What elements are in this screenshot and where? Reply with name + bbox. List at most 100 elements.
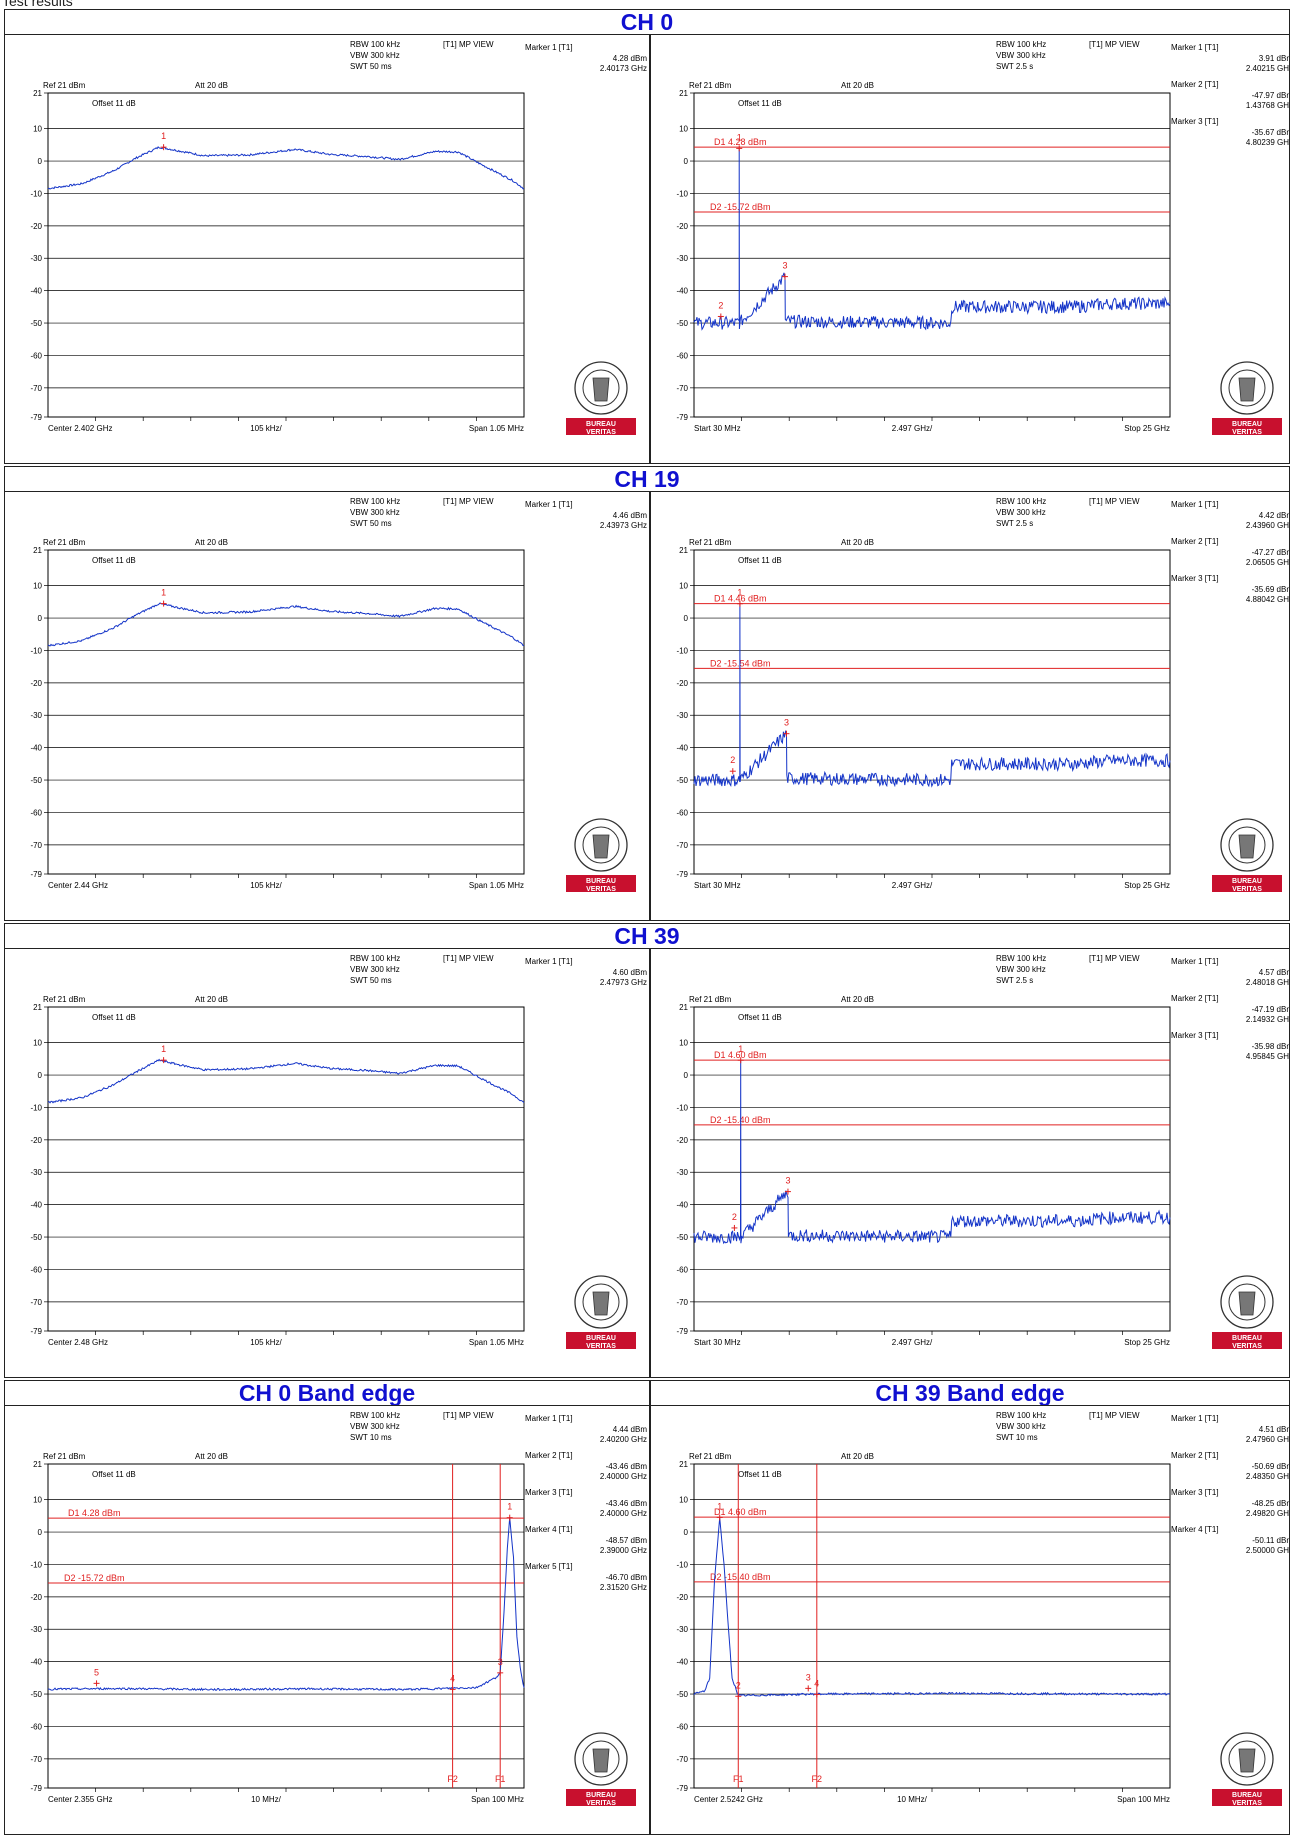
y-tick-label: -70 bbox=[30, 1755, 42, 1764]
y-tick-label: -79 bbox=[676, 870, 688, 879]
marker-number: 1 bbox=[737, 132, 742, 142]
y-tick-label: 0 bbox=[684, 1071, 689, 1080]
marker-panel-level: 3.91 dBm bbox=[1259, 54, 1289, 63]
x-mid-label: 105 kHz/ bbox=[250, 424, 282, 433]
trace-label: [T1] MP VIEW bbox=[1089, 497, 1140, 506]
logo-text-bureau: BUREAU bbox=[1232, 1792, 1262, 1799]
spectrum-plot: RBW 100 kHz VBW 300 kHz SWT 2.5 s [T1] MP V… bbox=[676, 954, 1289, 1350]
y-tick-label: -10 bbox=[30, 646, 42, 655]
marker-panel-level: -48.25 dBm bbox=[1252, 1499, 1289, 1508]
logo-text-veritas: VERITAS bbox=[1232, 429, 1262, 436]
logo-text-veritas: VERITAS bbox=[1232, 1343, 1262, 1350]
frequency-line-label: F1 bbox=[495, 1774, 506, 1784]
y-tick-label: -30 bbox=[676, 711, 688, 720]
ref-label: Ref 21 dBm bbox=[689, 538, 732, 547]
marker-panel-label: Marker 3 [T1] bbox=[1171, 1031, 1219, 1040]
y-tick-label: 0 bbox=[38, 614, 43, 623]
y-tick-label: 10 bbox=[33, 1039, 42, 1048]
spectrum-panel: RBW 100 kHz VBW 300 kHz SWT 50 ms [T1] MP V… bbox=[4, 34, 650, 464]
marker: 2 bbox=[729, 755, 736, 775]
marker-panel-freq: 2.40000 GHz bbox=[600, 1509, 647, 1518]
marker-number: 2 bbox=[736, 1680, 741, 1690]
y-tick-label: -10 bbox=[676, 1560, 688, 1569]
marker-panel-label: Marker 1 [T1] bbox=[1171, 957, 1219, 966]
ref-label: Ref 21 dBm bbox=[689, 995, 732, 1004]
y-tick-label: -40 bbox=[676, 287, 688, 296]
y-tick-label: 10 bbox=[679, 582, 688, 591]
ref-label: Ref 21 dBm bbox=[43, 81, 86, 90]
marker-panel-level: -50.69 dBm bbox=[1252, 1462, 1289, 1471]
display-line-label: D2 -15.72 dBm bbox=[710, 202, 771, 212]
marker-panel-freq: 2.40000 GHz bbox=[600, 1472, 647, 1481]
marker-panel-level: 4.28 dBm bbox=[613, 54, 648, 63]
marker-panel-label: Marker 3 [T1] bbox=[525, 1488, 573, 1497]
swt-label: SWT 10 ms bbox=[996, 1433, 1038, 1442]
ref-label: Ref 21 dBm bbox=[689, 1452, 732, 1461]
rbw-label: RBW 100 kHz bbox=[996, 1411, 1046, 1420]
y-tick-label: -40 bbox=[676, 1658, 688, 1667]
marker: 3 bbox=[781, 261, 788, 280]
y-tick-label: -79 bbox=[30, 1784, 42, 1793]
x-left-label: Start 30 MHz bbox=[694, 424, 741, 433]
x-right-label: Stop 25 GHz bbox=[1124, 424, 1170, 433]
ref-label: Ref 21 dBm bbox=[43, 538, 86, 547]
marker: 1 bbox=[736, 132, 743, 152]
marker-panel-label: Marker 2 [T1] bbox=[525, 1451, 573, 1460]
marker-panel-label: Marker 1 [T1] bbox=[1171, 500, 1219, 509]
offset-label: Offset 11 dB bbox=[92, 99, 136, 108]
marker-number: 3 bbox=[784, 718, 789, 728]
spectrum-plot: RBW 100 kHz VBW 300 kHz SWT 10 ms [T1] MP V… bbox=[676, 1411, 1289, 1807]
marker-panel-freq: 2.40173 GHz bbox=[600, 64, 647, 73]
y-tick-label: -40 bbox=[30, 1658, 42, 1667]
section-title: CH 0 bbox=[4, 9, 1290, 35]
marker-panel-freq: 2.06505 GHz bbox=[1246, 558, 1289, 567]
frequency-line-label: F2 bbox=[812, 1774, 823, 1784]
y-tick-label: -10 bbox=[30, 189, 42, 198]
rbw-label: RBW 100 kHz bbox=[350, 497, 400, 506]
marker-panel-level: 4.42 dBm bbox=[1259, 511, 1289, 520]
x-mid-label: 2.497 GHz/ bbox=[892, 1338, 933, 1347]
marker-number: 2 bbox=[718, 300, 723, 310]
y-tick-label: 0 bbox=[38, 157, 43, 166]
rbw-label: RBW 100 kHz bbox=[350, 40, 400, 49]
marker: 2 bbox=[735, 1680, 742, 1700]
marker-number: 3 bbox=[785, 1176, 790, 1186]
y-tick-label: -30 bbox=[30, 254, 42, 263]
x-right-label: Span 1.05 MHz bbox=[469, 424, 524, 433]
y-tick-label: -20 bbox=[676, 1593, 688, 1602]
marker-panel-label: Marker 1 [T1] bbox=[525, 43, 573, 52]
display-line-label: D1 4.28 dBm bbox=[714, 137, 767, 147]
marker-panel-freq: 2.43960 GHz bbox=[1246, 521, 1289, 530]
marker-number: 3 bbox=[782, 261, 787, 271]
marker-panel-level: 4.57 dBm bbox=[1259, 968, 1289, 977]
y-tick-label: 10 bbox=[679, 1039, 688, 1048]
marker-number: 4 bbox=[814, 1678, 819, 1688]
x-right-label: Stop 25 GHz bbox=[1124, 881, 1170, 890]
y-tick-label: 21 bbox=[33, 89, 42, 98]
y-tick-label: -70 bbox=[30, 384, 42, 393]
y-tick-label: 0 bbox=[38, 1071, 43, 1080]
marker-panel-level: -47.97 dBm bbox=[1252, 91, 1289, 100]
offset-label: Offset 11 dB bbox=[738, 556, 782, 565]
marker-panel-label: Marker 2 [T1] bbox=[1171, 80, 1219, 89]
y-tick-label: -60 bbox=[676, 808, 688, 817]
y-tick-label: -79 bbox=[30, 413, 42, 422]
y-tick-label: 21 bbox=[679, 546, 688, 555]
spectrum-plot: RBW 100 kHz VBW 300 kHz SWT 2.5 s [T1] MP V… bbox=[676, 497, 1289, 893]
att-label: Att 20 dB bbox=[841, 1452, 874, 1461]
marker-number: 3 bbox=[806, 1672, 811, 1682]
logo-text-veritas: VERITAS bbox=[586, 429, 616, 436]
trace-line bbox=[693, 1060, 1171, 1245]
display-line-label: D1 4.46 dBm bbox=[714, 594, 767, 604]
ref-label: Ref 21 dBm bbox=[43, 995, 86, 1004]
marker-panel-level: 4.60 dBm bbox=[613, 968, 648, 977]
vbw-label: VBW 300 kHz bbox=[350, 965, 400, 974]
marker-panel-freq: 1.43768 GHz bbox=[1246, 101, 1289, 110]
x-left-label: Center 2.355 GHz bbox=[48, 1795, 112, 1804]
y-tick-label: -70 bbox=[676, 1298, 688, 1307]
y-tick-label: -10 bbox=[676, 646, 688, 655]
y-tick-label: -50 bbox=[30, 776, 42, 785]
y-tick-label: -20 bbox=[676, 1136, 688, 1145]
